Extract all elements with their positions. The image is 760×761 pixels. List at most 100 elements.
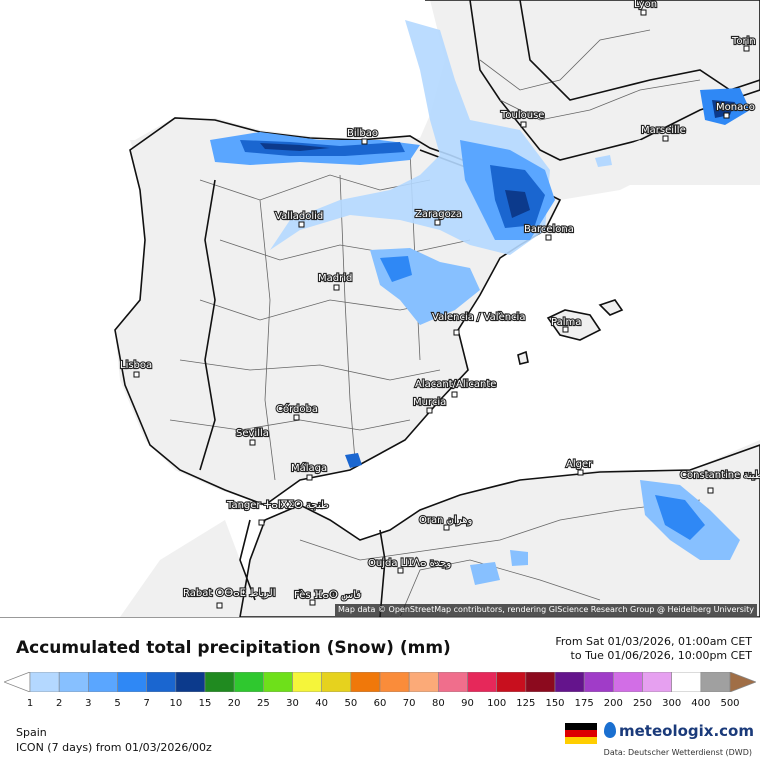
city-palma[interactable]: Palma <box>550 316 582 333</box>
scale-tick-label: 90 <box>461 698 474 709</box>
scale-tick-label: 125 <box>516 698 536 709</box>
scale-cell <box>671 672 702 692</box>
model-label: ICON (7 days) from 01/03/2026/00z <box>16 741 212 754</box>
svg-text:Constantine قسنطينة: Constantine قسنطينة <box>680 470 760 481</box>
city-tanger[interactable]: Tanger ⵜⴰⵏⴳⵉⵔ طنجة <box>225 499 330 526</box>
svg-text:Toulouse: Toulouse <box>500 110 544 121</box>
city-alger[interactable]: Alger <box>565 458 594 476</box>
scale-cell <box>408 672 439 692</box>
scale-tick-label: 500 <box>720 698 740 709</box>
scale-cell <box>583 672 614 692</box>
city-valladolid[interactable]: Valladolid <box>274 210 324 228</box>
scale-tick-label: 50 <box>344 698 358 709</box>
meteologix-logo[interactable]: meteologix.com <box>604 722 754 740</box>
svg-text:Fès ⴼⴰⵙ فاس: Fès ⴼⴰⵙ فاس <box>294 589 361 601</box>
svg-text:Lyon: Lyon <box>634 0 657 10</box>
svg-text:Rabat ⵔⴱⴰⵟ الرباط: Rabat ⵔⴱⴰⵟ الرباط <box>183 588 275 599</box>
scale-cell <box>438 672 468 692</box>
scale-tick-label: 60 <box>373 698 387 709</box>
city-toulouse[interactable]: Toulouse <box>499 109 546 128</box>
scale-cell <box>146 672 177 692</box>
city-sevilla[interactable]: Sevilla <box>235 427 270 446</box>
scale-cell <box>88 672 118 692</box>
city-fes[interactable]: Fès ⴼⴰⵙ فاس <box>293 588 362 606</box>
scale-tick-label: 150 <box>545 698 565 709</box>
city-lyon[interactable]: Lyon <box>633 0 658 16</box>
scale-tick-label: 3 <box>85 698 92 709</box>
city-bilbao[interactable]: Bilbao <box>346 127 379 145</box>
date-to: to Tue 01/06/2026, 10:00pm CET <box>570 649 752 662</box>
map-attribution[interactable]: Map data © OpenStreetMap contributors, r… <box>335 604 757 616</box>
scale-tick-label: 7 <box>143 698 150 709</box>
city-malaga[interactable]: Málaga <box>290 461 328 481</box>
svg-text:Tanger ⵜⴰⵏⴳⵉⵔ طنجة: Tanger ⵜⴰⵏⴳⵉⵔ طنجة <box>226 500 329 511</box>
city-cordoba[interactable]: Córdoba <box>275 402 319 421</box>
scale-cell <box>554 672 585 692</box>
city-valencia[interactable]: Valencia / València <box>431 310 527 336</box>
city-zaragoza[interactable]: Zaragoza <box>414 208 463 226</box>
svg-text:Barcelona: Barcelona <box>524 224 574 235</box>
svg-text:Valladolid: Valladolid <box>275 211 323 222</box>
svg-text:Alger: Alger <box>566 459 593 470</box>
scale-tick-label: 40 <box>315 698 329 709</box>
scale-tick-label: 2 <box>55 698 63 709</box>
scale-tick-label: 175 <box>574 698 594 709</box>
svg-text:Lisboa: Lisboa <box>120 360 152 371</box>
svg-text:Bilbao: Bilbao <box>347 128 378 139</box>
city-barcelona[interactable]: Barcelona <box>523 223 575 241</box>
svg-text:Oran وهران: Oran وهران <box>419 515 473 526</box>
germany-flag-icon <box>565 723 597 744</box>
scale-tick-label: 25 <box>256 698 270 709</box>
city-lisboa[interactable]: Lisboa <box>119 359 153 378</box>
svg-text:Madrid: Madrid <box>318 273 352 284</box>
data-source: Data: Deutscher Wetterdienst (DWD) <box>603 748 752 757</box>
scale-tick-label: 200 <box>603 698 623 709</box>
scale-tick-labels: 1 2 3 5 7 10 15 20 25 30 40 50 60 70 80 90 100 125 150 175 2… <box>0 698 760 712</box>
svg-text:Palma: Palma <box>551 317 581 328</box>
scale-cell <box>58 672 89 692</box>
svg-text:Sevilla: Sevilla <box>236 428 269 439</box>
map-canvas: Lyon Torin Monaco Toulouse Marseille Bil… <box>0 0 760 617</box>
svg-text:Valencia / València: Valencia / València <box>432 311 525 323</box>
city-murcia[interactable]: Murcia <box>412 396 447 414</box>
city-monaco[interactable]: Monaco <box>715 101 756 119</box>
svg-text:Zaragoza: Zaragoza <box>415 209 462 220</box>
svg-text:Murcia: Murcia <box>413 397 446 408</box>
city-oujda[interactable]: Oujda ⵡⵊⴷⴰ وجدة <box>367 557 452 574</box>
scale-cell <box>350 672 381 692</box>
city-oran[interactable]: Oran وهران <box>418 514 474 531</box>
scale-cell <box>613 672 643 692</box>
scale-cell <box>379 672 410 692</box>
svg-text:Córdoba: Córdoba <box>276 403 318 415</box>
scale-tick-label: 300 <box>662 698 682 709</box>
scale-tick-label: 20 <box>227 698 241 709</box>
scale-cell <box>321 672 352 692</box>
svg-text:Oujda ⵡⵊⴷⴰ وجدة: Oujda ⵡⵊⴷⴰ وجدة <box>368 558 451 569</box>
scale-cell <box>263 672 293 692</box>
city-torin[interactable]: Torin <box>730 35 757 52</box>
color-scale <box>4 672 756 692</box>
scale-cell <box>292 672 322 692</box>
svg-text:Torin: Torin <box>731 36 756 47</box>
city-constantine[interactable]: Constantine قسنطينة <box>679 469 760 494</box>
region-label: Spain <box>16 726 47 739</box>
scale-cell <box>467 672 497 692</box>
city-rabat[interactable]: Rabat ⵔⴱⴰⵟ الرباط <box>182 587 277 609</box>
scale-tick-label: 10 <box>169 698 183 709</box>
scale-tick-label: 400 <box>691 698 711 709</box>
svg-text:Monaco: Monaco <box>716 102 755 113</box>
scale-cell <box>29 672 60 692</box>
svg-text:Málaga: Málaga <box>291 462 327 474</box>
city-alicante[interactable]: Alacant/Alicante <box>414 378 498 398</box>
scale-cell <box>700 672 731 692</box>
svg-text:Marseille: Marseille <box>641 125 686 136</box>
city-madrid[interactable]: Madrid <box>317 272 353 291</box>
scale-cell <box>525 672 556 692</box>
legend-panel: Accumulated total precipitation (Snow) (… <box>0 617 760 761</box>
scale-tick-label: 30 <box>286 698 299 709</box>
city-marseille[interactable]: Marseille <box>640 124 687 142</box>
sea-areas <box>0 0 760 617</box>
scale-tick-label: 15 <box>198 698 212 709</box>
legend-title: Accumulated total precipitation (Snow) (… <box>16 638 451 658</box>
scale-cell <box>642 672 672 692</box>
